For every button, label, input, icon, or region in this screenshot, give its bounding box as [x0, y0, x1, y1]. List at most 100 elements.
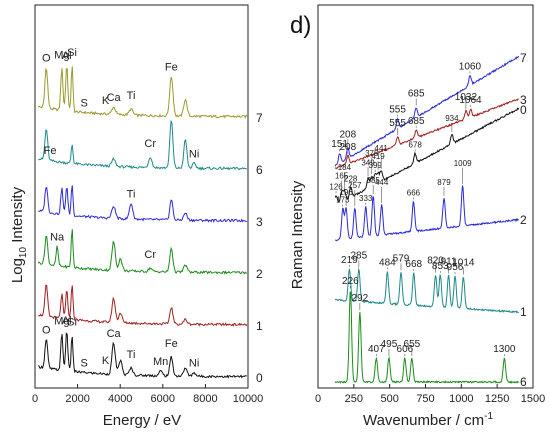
edx-element-label: Fe — [44, 145, 57, 157]
raman-series-line — [334, 98, 519, 170]
raman-peak-label: 685 — [408, 88, 425, 99]
raman-peak-label: 1064 — [459, 95, 482, 106]
edx-element-label: K — [102, 95, 110, 107]
raman-peak-label: 441 — [375, 144, 389, 153]
raman-peak-label: 668 — [405, 259, 422, 270]
raman-x-ticks: 0 250 500 750 1000 1250 1500 — [315, 384, 545, 405]
raman-x-tick-label: 0 — [315, 393, 321, 405]
raman-series-label: 7 — [520, 51, 527, 65]
raman-series-line — [334, 291, 519, 384]
raman-peak-label: 579 — [393, 253, 410, 264]
edx-element-label: S — [81, 358, 88, 370]
raman-y-axis-title: Raman Intensity — [289, 180, 306, 289]
raman-peak-label: 292 — [352, 293, 369, 304]
raman-peak-label: 349 — [361, 158, 375, 167]
edx-element-label: Mg — [54, 49, 69, 61]
raman-peak-label: 208 — [339, 129, 356, 140]
raman-x-tick-label: 750 — [416, 393, 434, 405]
raman-peak-label: 555 — [389, 105, 406, 116]
edx-series-line — [38, 284, 248, 327]
raman-peak-label: 219 — [341, 255, 358, 266]
raman-peak-label: 165 — [335, 172, 349, 181]
raman-peak-label: 666 — [407, 188, 421, 197]
raman-peak-label: 257 — [348, 181, 362, 190]
edx-element-label: Mn — [153, 356, 168, 368]
edx-element-label: Al — [62, 315, 72, 327]
raman-x-tick-label: 500 — [380, 393, 398, 405]
raman-peak-label: 333 — [359, 194, 373, 203]
edx-x-tick-label: 2000 — [65, 393, 89, 405]
edx-x-tick-label: 0 — [32, 393, 38, 405]
raman-peak-label: 184 — [338, 163, 352, 172]
edx-element-label: Cr — [144, 138, 156, 150]
raman-series-line — [335, 185, 519, 242]
edx-element-label: Si — [67, 316, 77, 328]
raman-series-label: 2 — [520, 213, 527, 227]
raman-peak-label: 407 — [368, 344, 385, 355]
raman-peak-label: 151 — [331, 139, 348, 150]
raman-peak-label: 1032 — [455, 92, 478, 103]
raman-peak-label: 126 — [329, 182, 343, 191]
raman-peak-label: 606 — [397, 344, 414, 355]
edx-x-tick-label: 4000 — [108, 393, 132, 405]
raman-x-tick-label: 1500 — [521, 393, 545, 405]
raman-series-line — [334, 55, 520, 167]
edx-element-label: Si — [67, 47, 77, 59]
edx-element-label: Al — [62, 50, 72, 62]
raman-peak-label: 419 — [371, 152, 385, 161]
raman-peak-label: 956 — [447, 262, 464, 273]
raman-peak-label: 655 — [404, 339, 421, 350]
raman-peak-label: 1060 — [459, 61, 482, 72]
raman-panel: d) 0 250 500 750 1000 1250 1500 71512085556851… — [289, 4, 545, 429]
edx-series-label: 6 — [256, 163, 263, 177]
edx-element-label: Ni — [189, 148, 199, 160]
edx-element-label: S — [81, 98, 88, 110]
raman-peak-label: 385 — [367, 176, 381, 185]
raman-series-label: 3 — [520, 93, 527, 107]
raman-xlabel-main: Wavenumber / cm — [363, 412, 484, 429]
edx-series-line — [38, 120, 248, 171]
edx-ylabel-main: Log — [9, 258, 26, 283]
edx-x-tick-label: 8000 — [193, 393, 217, 405]
edx-ylabel-rest: Intensity — [9, 186, 26, 247]
raman-peak-label: 375 — [365, 149, 379, 158]
raman-peak-label: 484 — [379, 257, 396, 268]
edx-element-label: Ti — [127, 188, 136, 200]
raman-peak-label: 555 — [389, 118, 406, 129]
panel-label: d) — [290, 12, 311, 39]
raman-peak-label: 879 — [437, 178, 451, 187]
raman-peak-label: 208 — [339, 142, 356, 153]
edx-element-label: Fe — [165, 61, 178, 73]
edx-x-axis-title: Energy / eV — [103, 412, 181, 429]
edx-element-label: Mg — [54, 315, 69, 327]
raman-peak-label: 196 — [339, 188, 353, 197]
edx-element-label: Ti — [127, 90, 136, 102]
edx-element-label: Cr — [144, 249, 156, 261]
edx-series-line — [37, 66, 248, 119]
edx-series-line — [37, 229, 248, 275]
raman-x-tick-label: 1250 — [485, 393, 509, 405]
edx-element-label: Na — [50, 231, 65, 243]
edx-series-label: 7 — [256, 111, 263, 125]
edx-element-label: Ni — [189, 358, 199, 370]
edx-series-line — [38, 185, 247, 223]
raman-peak-label: 678 — [409, 140, 423, 149]
edx-plot-frame — [34, 4, 249, 389]
raman-series-label: 1 — [520, 305, 527, 319]
raman-peak-label: 820 — [427, 256, 444, 267]
edx-element-label: Ca — [107, 92, 122, 104]
edx-element-label: O — [42, 52, 51, 64]
raman-series-line — [334, 107, 520, 203]
edx-element-label: O — [42, 324, 51, 336]
raman-peak-label: 444 — [375, 178, 389, 187]
edx-x-ticks: 0 2000 4000 6000 8000 10000 — [32, 384, 263, 405]
raman-peak-label: 399 — [369, 161, 383, 170]
raman-x-tick-label: 1000 — [449, 393, 473, 405]
raman-peak-label: 1014 — [452, 257, 475, 268]
raman-peak-label: 285 — [351, 250, 368, 261]
edx-series-line — [37, 332, 247, 379]
raman-peak-label: 1009 — [454, 159, 472, 168]
